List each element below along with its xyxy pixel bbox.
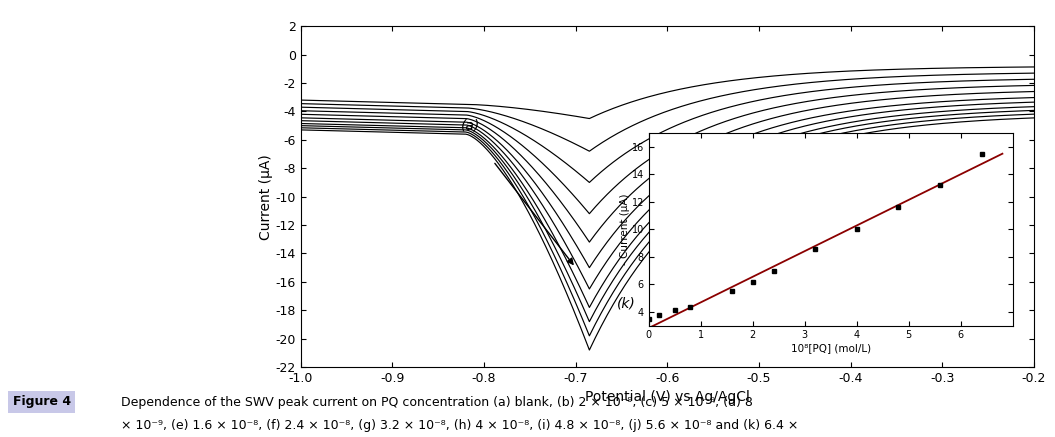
Text: × 10⁻⁹, (e) 1.6 × 10⁻⁸, (f) 2.4 × 10⁻⁸, (g) 3.2 × 10⁻⁸, (h) 4 × 10⁻⁸, (i) 4.8 × : × 10⁻⁹, (e) 1.6 × 10⁻⁸, (f) 2.4 × 10⁻⁸, …: [121, 419, 799, 432]
Y-axis label: Current (μA): Current (μA): [258, 154, 272, 239]
X-axis label: Potential (V) vs Ag/AgCl: Potential (V) vs Ag/AgCl: [584, 391, 750, 405]
Text: (a): (a): [461, 119, 480, 133]
X-axis label: 10⁸[PQ] (mol/L): 10⁸[PQ] (mol/L): [791, 343, 870, 353]
Text: Figure 4: Figure 4: [13, 395, 71, 409]
Y-axis label: - Current (μA): - Current (μA): [620, 194, 630, 265]
Text: Dependence of the SWV peak current on PQ concentration (a) blank, (b) 2 × 10⁻⁹, : Dependence of the SWV peak current on PQ…: [121, 396, 753, 409]
Text: (k): (k): [617, 296, 635, 310]
